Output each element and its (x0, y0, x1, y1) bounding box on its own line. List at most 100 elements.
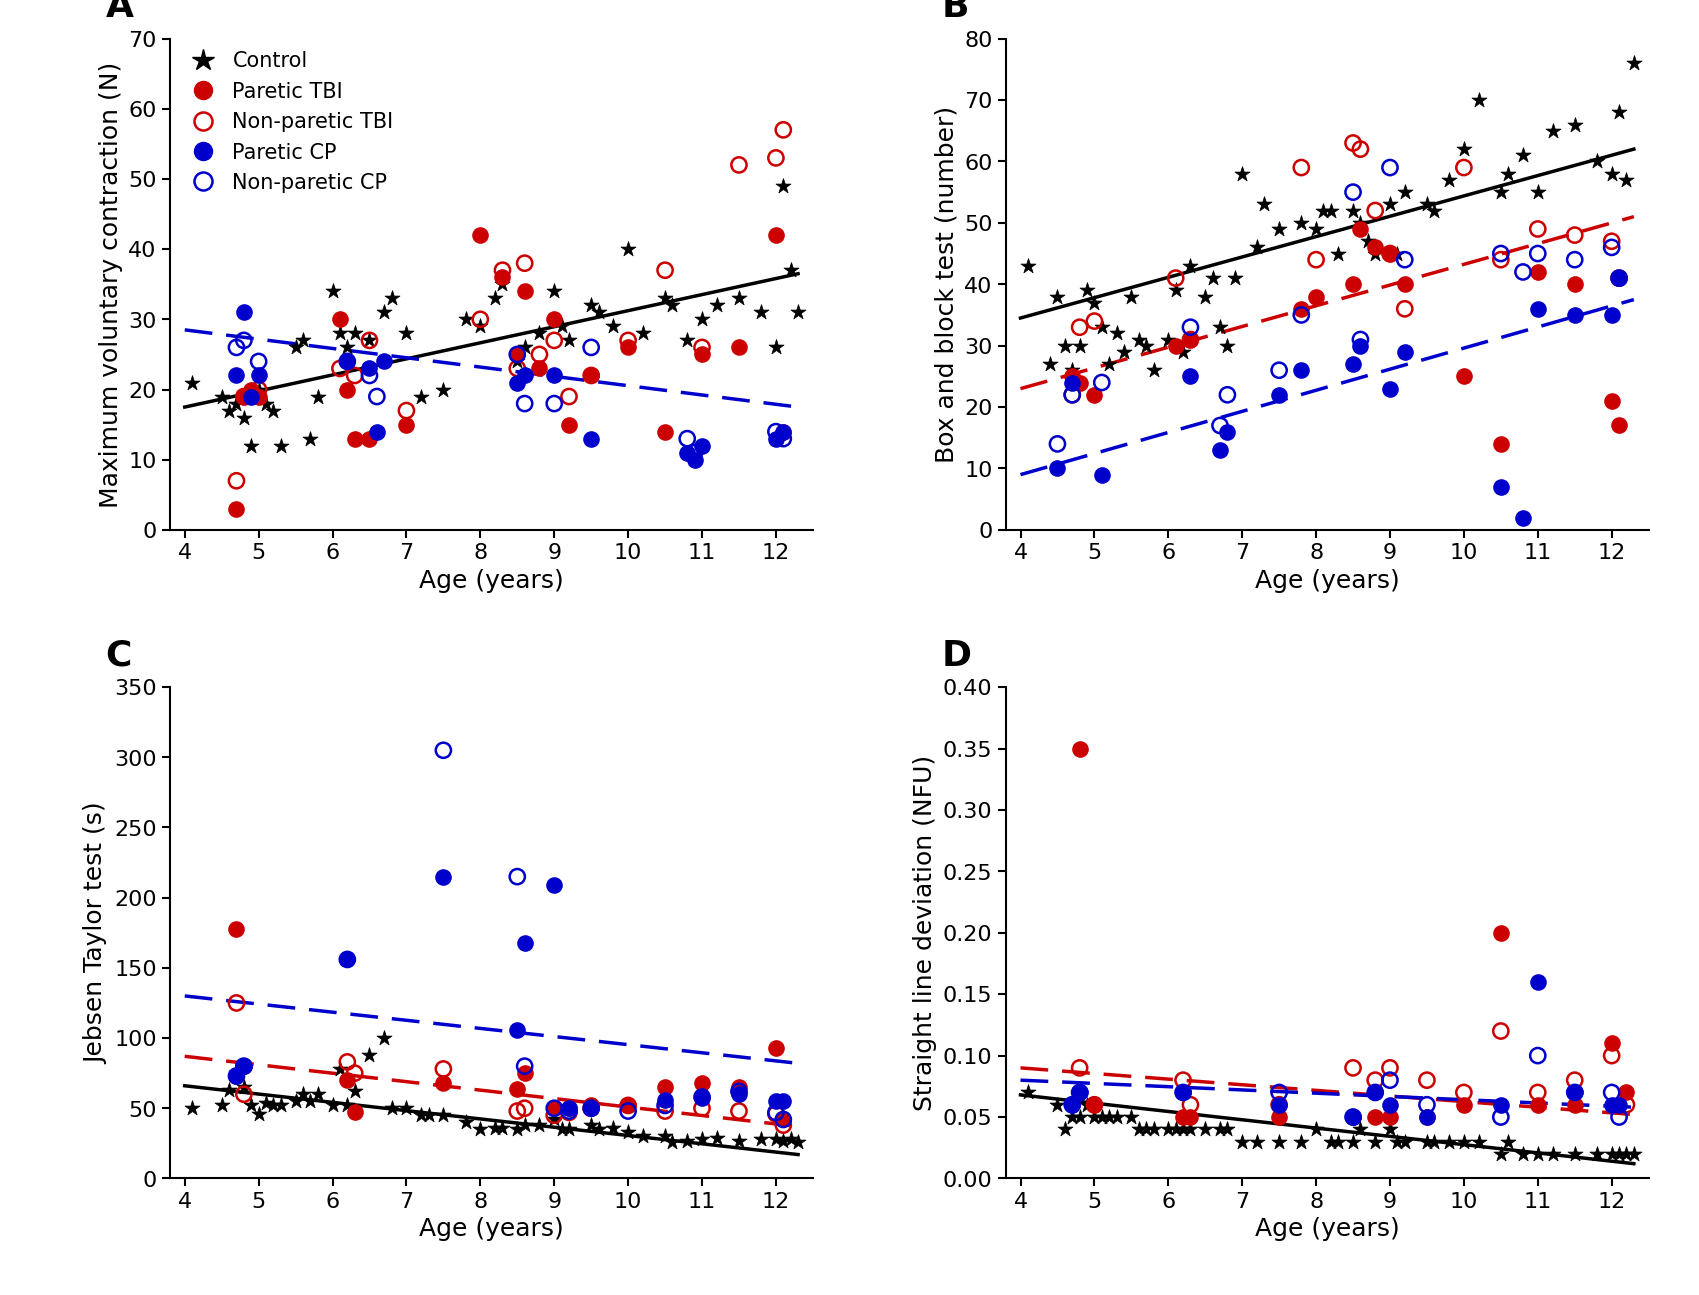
Point (688, 1098, 715, 1119)
Point (1561, 250, 1589, 271)
Point (1414, 1107, 1441, 1128)
Point (1420, 1132, 1448, 1153)
Point (1288, 304, 1315, 325)
Point (1058, 1107, 1086, 1128)
Point (377, 1098, 404, 1119)
Point (1487, 1107, 1514, 1128)
Point (511, 1055, 539, 1076)
Point (297, 429, 325, 449)
Point (1509, 262, 1536, 282)
Point (763, 1103, 790, 1124)
Point (1436, 170, 1463, 190)
Point (1376, 158, 1403, 179)
Point (223, 365, 250, 386)
Point (1169, 342, 1196, 363)
Point (304, 386, 331, 407)
Point (1228, 163, 1256, 184)
Point (229, 408, 257, 429)
Point (333, 351, 360, 372)
Point (1074, 280, 1101, 300)
Point (1176, 329, 1203, 350)
Point (763, 1102, 790, 1123)
Point (1361, 1107, 1388, 1128)
Point (1339, 354, 1366, 374)
Point (1206, 1119, 1233, 1140)
Point (785, 302, 812, 322)
Point (503, 359, 530, 379)
Point (1081, 1107, 1108, 1128)
X-axis label: Age (years): Age (years) (420, 1217, 564, 1241)
Point (748, 1129, 775, 1150)
Point (1606, 102, 1633, 123)
Point (1376, 194, 1403, 215)
Point (503, 866, 530, 887)
Point (1140, 360, 1167, 381)
Point (1583, 1143, 1611, 1164)
Point (229, 386, 257, 407)
Point (1465, 89, 1492, 110)
Point (763, 1090, 790, 1111)
Point (511, 1115, 539, 1136)
Point (1065, 1083, 1092, 1103)
Point (1376, 1119, 1403, 1140)
Point (511, 394, 539, 414)
Point (1058, 1094, 1086, 1115)
Point (1376, 1058, 1403, 1079)
Point (304, 1084, 331, 1105)
Point (578, 1096, 605, 1116)
Point (578, 1115, 605, 1136)
Point (1191, 286, 1218, 307)
Point (355, 359, 382, 379)
Point (1125, 329, 1152, 350)
Point (216, 400, 243, 421)
Point (238, 386, 265, 407)
Point (1058, 360, 1086, 381)
Point (1036, 354, 1064, 374)
Point (238, 379, 265, 400)
Point (1339, 1107, 1366, 1128)
Point (1058, 385, 1086, 405)
Point (452, 1112, 479, 1133)
Point (1449, 139, 1476, 159)
Point (1487, 243, 1514, 264)
Point (1058, 366, 1086, 387)
Point (1118, 1107, 1145, 1128)
Point (1561, 1094, 1589, 1115)
Point (1109, 342, 1137, 363)
Point (578, 365, 605, 386)
Point (547, 316, 574, 337)
Point (1487, 1143, 1514, 1164)
Point (688, 344, 715, 365)
Point (1606, 268, 1633, 289)
Point (430, 1105, 457, 1125)
Point (333, 1070, 360, 1090)
Point (540, 394, 567, 414)
Point (1487, 477, 1514, 497)
Point (223, 499, 250, 519)
Point (489, 267, 516, 287)
Point (1612, 1094, 1640, 1115)
Point (207, 1096, 234, 1116)
Point (1420, 201, 1448, 221)
Point (1058, 385, 1086, 405)
Point (1524, 1045, 1551, 1066)
Point (1524, 971, 1551, 992)
Point (355, 330, 382, 351)
Point (770, 421, 797, 442)
Point (770, 421, 797, 442)
Point (1561, 225, 1589, 246)
Point (370, 351, 398, 372)
Point (503, 351, 530, 372)
Point (525, 1115, 552, 1136)
Point (1354, 231, 1381, 251)
Point (1301, 250, 1329, 271)
Point (1612, 1143, 1640, 1164)
Point (629, 1125, 656, 1146)
Point (1132, 335, 1159, 356)
Point (673, 330, 700, 351)
Point (253, 1092, 280, 1112)
Point (245, 379, 272, 400)
Point (1324, 243, 1351, 264)
Point (1414, 194, 1441, 215)
Point (1561, 275, 1589, 295)
